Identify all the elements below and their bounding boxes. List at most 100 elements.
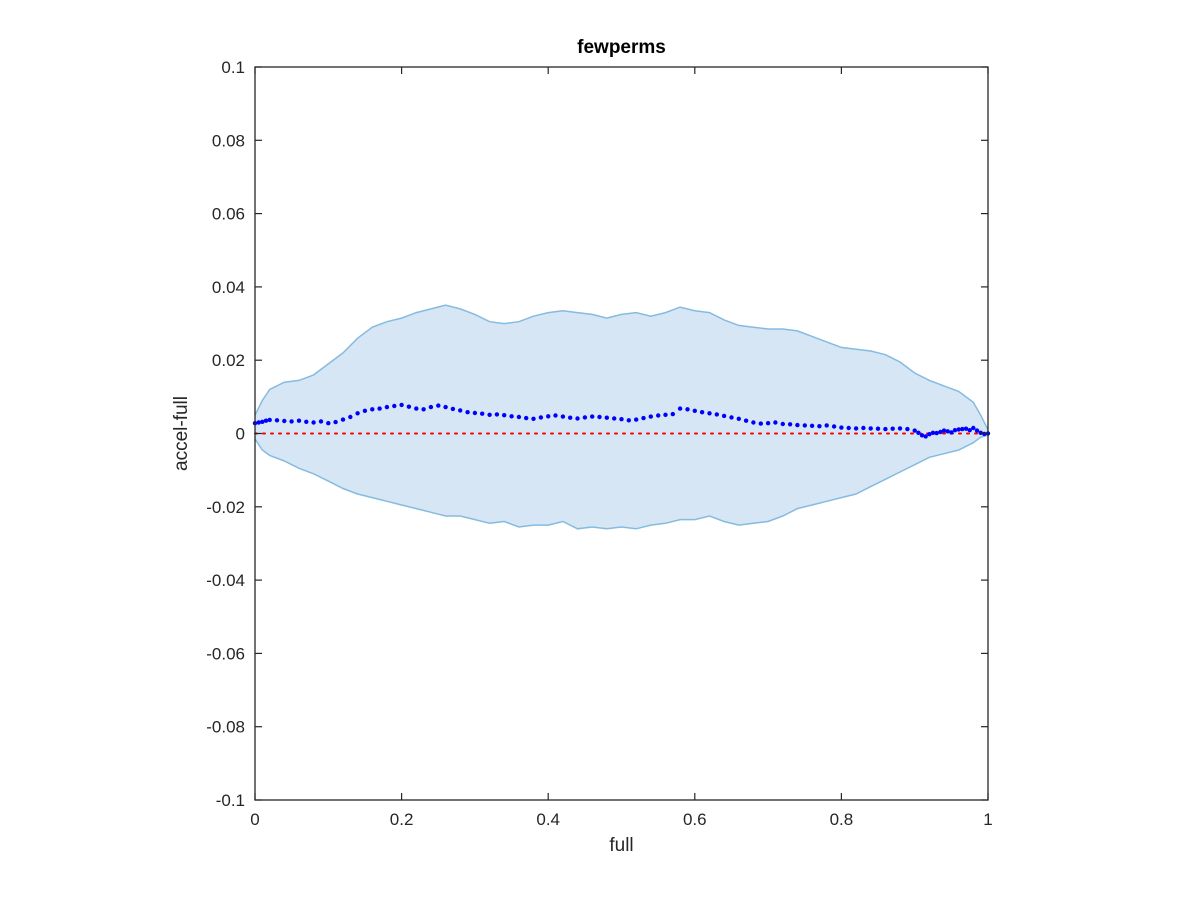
data-point — [875, 426, 881, 431]
data-point — [897, 426, 903, 431]
data-point — [392, 403, 397, 409]
data-point — [436, 403, 441, 408]
data-point — [414, 406, 419, 411]
confidence-band — [254, 304, 989, 530]
x-axis-ticks: 0 0.2 0.4 0.6 0.8 1 — [250, 67, 993, 829]
data-point — [274, 418, 280, 423]
data-point — [949, 430, 954, 435]
data-point — [370, 407, 375, 412]
data-point — [670, 411, 675, 417]
data-point — [289, 419, 294, 424]
data-point — [839, 425, 844, 430]
x-tick-label: 0.6 — [683, 810, 707, 829]
data-point — [927, 432, 932, 437]
data-point — [487, 412, 492, 417]
data-point — [362, 408, 368, 413]
data-point — [941, 428, 947, 433]
x-tick-label: 0.8 — [830, 810, 854, 829]
data-point — [758, 421, 763, 426]
data-point — [905, 426, 910, 432]
y-axis-label: accel-full — [171, 396, 192, 471]
y-tick-label: -0.08 — [206, 718, 245, 737]
data-point — [560, 414, 566, 419]
data-point — [861, 425, 866, 431]
data-point — [355, 411, 360, 416]
data-point — [267, 417, 272, 423]
data-point — [934, 430, 939, 436]
data-point — [663, 412, 668, 417]
data-point — [582, 415, 588, 420]
data-point — [304, 419, 309, 424]
y-tick-label: -0.04 — [206, 571, 245, 590]
chart-title: fewperms — [577, 37, 666, 58]
data-point — [458, 408, 463, 413]
data-point — [494, 412, 500, 417]
data-point — [971, 425, 976, 431]
data-point — [377, 406, 382, 411]
data-point — [450, 406, 456, 412]
data-point — [531, 416, 536, 421]
data-point — [546, 414, 551, 419]
data-point — [296, 418, 302, 423]
data-point — [773, 420, 778, 425]
band-lower-edge — [254, 434, 989, 530]
data-point — [916, 430, 921, 435]
data-point — [428, 404, 434, 410]
data-point — [538, 415, 544, 420]
data-point — [952, 428, 958, 433]
data-point — [846, 425, 851, 431]
data-point — [853, 426, 859, 431]
data-point — [831, 424, 837, 429]
data-point — [282, 418, 287, 424]
data-point — [912, 428, 917, 433]
data-point — [472, 410, 478, 416]
data-point — [751, 420, 756, 425]
y-tick-label: 0.04 — [212, 278, 245, 297]
data-point — [384, 404, 390, 410]
data-point — [677, 406, 683, 411]
data-point — [780, 421, 785, 427]
data-point — [604, 415, 609, 420]
band-fill — [255, 305, 988, 529]
data-point — [945, 429, 950, 434]
y-tick-label: 0.06 — [212, 205, 245, 224]
data-point — [443, 404, 448, 410]
data-point — [465, 410, 470, 415]
y-tick-label: 0 — [236, 425, 245, 444]
data-point — [802, 423, 807, 428]
data-point — [923, 434, 928, 439]
data-point — [699, 410, 705, 415]
data-point — [406, 404, 412, 409]
x-tick-label: 0.4 — [536, 810, 560, 829]
data-point — [765, 421, 771, 426]
data-point — [883, 426, 888, 432]
data-point — [809, 423, 815, 428]
data-point — [597, 414, 602, 420]
y-tick-label: 0.1 — [221, 58, 245, 77]
band-upper-edge — [254, 304, 989, 431]
y-axis-ticks: 0.1 0.08 0.06 0.04 0.02 0 -0.02 -0.04 -0.06 -0.08… — [206, 58, 988, 810]
data-point — [619, 417, 624, 422]
data-point — [333, 419, 338, 425]
data-point — [311, 420, 316, 425]
data-point — [480, 411, 485, 416]
y-tick-label: 0.08 — [212, 131, 245, 150]
data-point — [421, 407, 426, 412]
data-point — [656, 413, 661, 418]
data-point — [919, 433, 925, 438]
data-point — [960, 426, 965, 432]
data-point — [963, 426, 969, 431]
y-tick-label: 0.02 — [212, 351, 245, 370]
data-point — [524, 415, 529, 421]
data-point — [707, 411, 712, 416]
data-point — [824, 423, 829, 428]
data-point — [348, 414, 353, 420]
data-point — [868, 426, 873, 431]
data-point — [890, 426, 895, 431]
data-point — [612, 416, 617, 421]
data-point — [634, 417, 639, 422]
data-point — [729, 415, 734, 420]
data-point — [974, 428, 980, 433]
data-point — [930, 430, 936, 435]
data-point — [568, 415, 573, 420]
